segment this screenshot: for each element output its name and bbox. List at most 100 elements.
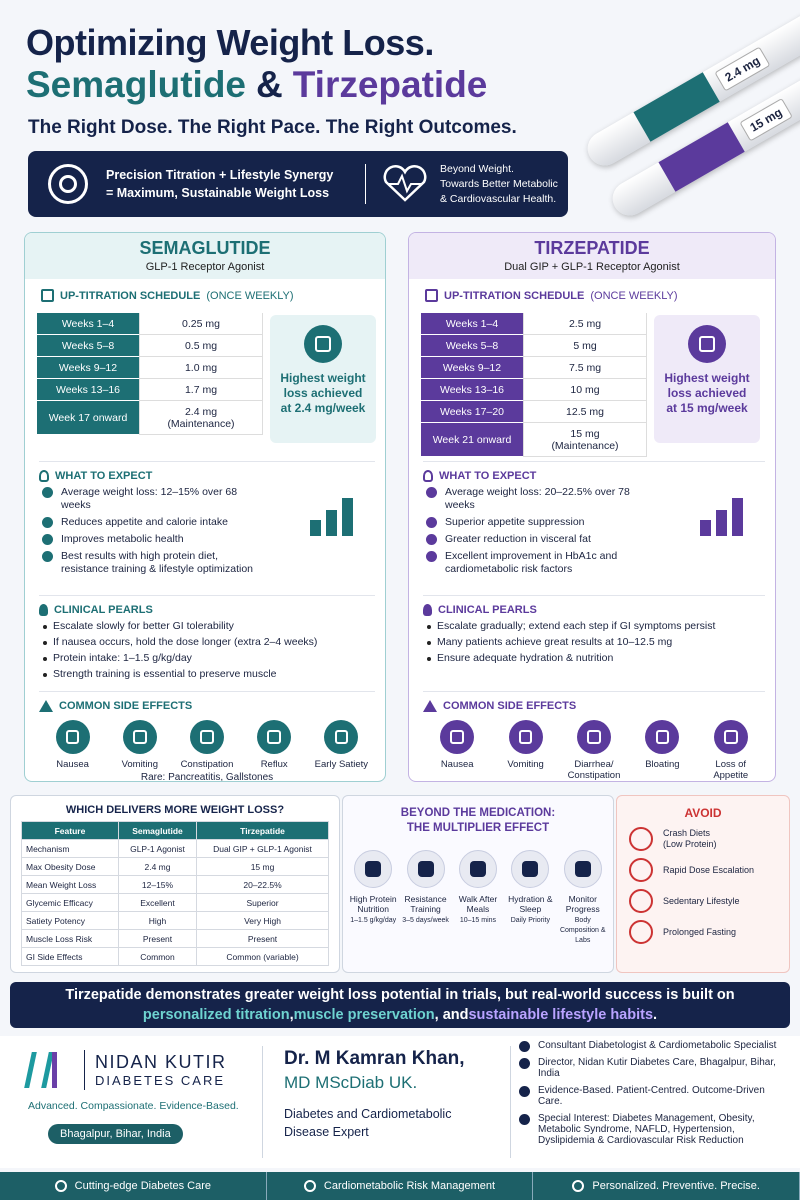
section-title: WHAT TO EXPECT — [39, 470, 375, 482]
multiplier-sub: 3–5 days/week — [402, 917, 449, 924]
schedule-weeks: Weeks 13–16 — [37, 379, 139, 401]
table-cell: Glycemic Efficacy — [21, 893, 119, 912]
avoid-item: Prolonged Fasting — [629, 920, 789, 944]
table-cell: High — [117, 911, 198, 930]
highlight-text: Highest weight loss achieved at 15 mg/we… — [664, 371, 750, 415]
icon — [257, 720, 292, 754]
icon — [324, 720, 359, 754]
target-icon — [48, 164, 88, 204]
icon-glyph — [655, 730, 670, 744]
conclusion-text: personalized titration — [142, 1007, 290, 1023]
chart-bar — [310, 520, 321, 536]
table-cell: Mechanism — [21, 839, 119, 858]
icon — [563, 850, 602, 888]
conclusion-text: . — [653, 1007, 658, 1023]
dose-note: (Maintenance) — [551, 439, 619, 452]
doctor-name: Dr. M Kamran Khan, — [284, 1048, 465, 1069]
side-effect-label: Early Satiety — [314, 759, 368, 770]
panel-title: SEMAGLUTIDE — [139, 238, 271, 258]
pen-band — [633, 72, 720, 142]
conclusion-text: Tirzepatide demonstrates greater weight … — [65, 987, 735, 1003]
avoid-text: Sedentary Lifestyle — [663, 896, 740, 907]
bottom-bar: Cutting-edge Diabetes Care Cardiometaboli… — [0, 1172, 800, 1200]
chart-bar — [700, 520, 711, 536]
footer: NIDAN KUTIR DIABETES CARE Advanced. Compas… — [0, 1036, 800, 1168]
bulb-icon — [423, 470, 433, 482]
divider — [84, 1050, 85, 1090]
table-cell: Max Obesity Dose — [21, 857, 119, 876]
icon — [458, 850, 497, 888]
warning-icon — [39, 700, 53, 712]
schedule-dose: 0.5 mg — [139, 335, 263, 357]
conclusion-text: sustainable lifestyle habits — [468, 1007, 654, 1023]
expect-item: Excellent improvement in HbA1c and cardi… — [423, 550, 648, 576]
multiplier-item: Monitor Progress Body Composition & Labs — [558, 850, 608, 946]
schedule-row: Weeks 13–16 1.7 mg — [37, 379, 263, 401]
icon — [304, 325, 342, 363]
conclusion-text: , and — [434, 1007, 469, 1023]
icon-glyph — [587, 730, 601, 744]
banner-left: Precision Titration + Lifestyle Synergy =… — [106, 166, 351, 202]
icon-glyph — [200, 730, 214, 744]
section-title: CLINICAL PEARLS — [423, 604, 765, 616]
table-cell: Present — [117, 929, 198, 948]
schedule-weeks: Weeks 5–8 — [421, 335, 523, 357]
side-effect-label: Vomiting — [121, 759, 158, 770]
table-cell: GI Side Effects — [21, 947, 119, 966]
side-effect: Constipation — [176, 720, 238, 770]
multiplier-items: High Protein Nutrition 1–1.5 g/kg/day Resi… — [343, 850, 613, 946]
schedule-dose: 1.0 mg — [139, 357, 263, 379]
icon — [354, 850, 393, 888]
pen-band — [658, 122, 745, 192]
section-title: COMMON SIDE EFFECTS — [39, 700, 375, 712]
panel-header: SEMAGLUTIDE GLP-1 Receptor Agonist — [25, 233, 385, 279]
table-cell: Excellent — [117, 893, 198, 912]
schedule-dose: 12.5 mg — [523, 401, 647, 423]
pearl-item: Many patients achieve great results at 1… — [423, 636, 765, 649]
side-effect: Vomiting — [109, 720, 171, 770]
schedule-row: Weeks 1–4 0.25 mg — [37, 313, 263, 335]
header-cell: Feature — [21, 821, 119, 840]
multiplier-box: BEYOND THE MEDICATION: THE MULTIPLIER EFF… — [342, 795, 614, 973]
multiplier-sub: Body Composition & Labs — [559, 917, 606, 944]
drug-panel: TIRZEPATIDE Dual GIP + GLP-1 Receptor Ago… — [408, 232, 776, 782]
avoid-icon — [629, 889, 653, 913]
schedule-row: Week 17 onward 2.4 mg (Maintenance) — [37, 401, 263, 435]
schedule-dose: 5 mg — [523, 335, 647, 357]
chart-bar — [342, 498, 353, 536]
bar-icon — [572, 1180, 585, 1192]
schedule-dose: 0.25 mg — [139, 313, 263, 335]
icon — [508, 720, 543, 754]
expect-item: Superior appetite suppression — [423, 516, 648, 529]
section-note: (ONCE WEEKLY) — [590, 289, 678, 302]
avoid-line: Prolonged Fasting — [663, 926, 737, 937]
side-effect: Reflux — [243, 720, 305, 770]
brand-name: NIDAN KUTIR DIABETES CARE — [95, 1052, 227, 1088]
expect-section: WHAT TO EXPECT Average weight loss: 20–22… — [423, 461, 765, 580]
pearl-item: If nausea occurs, hold the dose longer (… — [39, 636, 375, 649]
side-effect: Bloating — [631, 720, 693, 781]
avoid-item: Crash Diets (Low Protein) — [629, 827, 789, 851]
table-cell: Common — [117, 947, 198, 966]
section-title-text: UP-TITRATION SCHEDULE — [60, 289, 201, 302]
table-header: Feature Semaglutide Tirzepatide — [21, 821, 329, 840]
credential: Director, Nidan Kutir Diabetes Care, Bha… — [516, 1057, 786, 1079]
bar-item: Cutting-edge Diabetes Care — [0, 1172, 267, 1200]
icon-glyph — [699, 336, 715, 352]
credential: Consultant Diabetologist & Cardiometabol… — [516, 1040, 786, 1052]
schedule-weeks: Week 17 onward — [37, 401, 139, 435]
dose: 10 mg — [570, 383, 600, 396]
expect-list: Average weight loss: 12–15% over 68 week… — [39, 486, 264, 576]
section-title-text: WHAT TO EXPECT — [439, 470, 537, 482]
header-cell: Semaglutide — [117, 821, 198, 840]
pearls-list: Escalate slowly for better GI tolerabili… — [39, 620, 375, 681]
table-cell: 2.4 mg — [117, 857, 198, 876]
drug-name: Tirzepatide — [292, 64, 488, 105]
banner-right: Beyond Weight. Towards Better Metabolic & … — [440, 162, 558, 207]
warning-icon — [423, 700, 437, 712]
bar-item: Cardiometabolic Risk Management — [267, 1172, 534, 1200]
dose: 5 mg — [573, 339, 597, 352]
multiplier-label: Resistance Training — [404, 894, 447, 914]
location: Bhagalpur, Bihar, India — [48, 1124, 183, 1144]
table-cell: 15 mg — [196, 857, 329, 876]
